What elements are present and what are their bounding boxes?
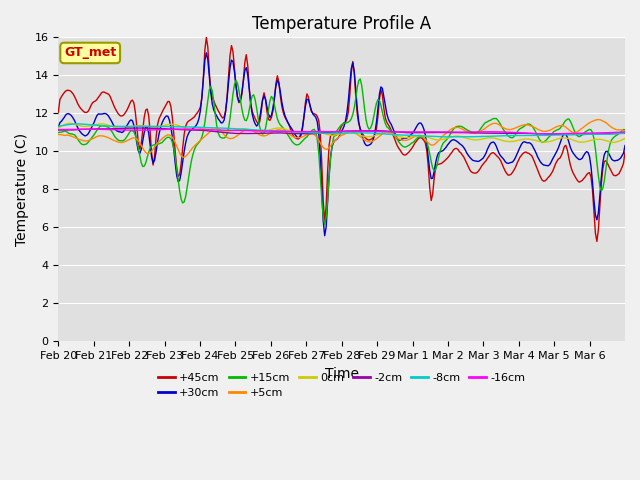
+45cm: [54, 109, 62, 115]
+15cm: [356, 76, 364, 82]
-8cm: [72, 121, 80, 127]
-16cm: [546, 131, 554, 137]
+30cm: [202, 50, 210, 56]
-2cm: [348, 128, 355, 134]
+30cm: [54, 124, 62, 130]
+15cm: [54, 130, 62, 135]
-8cm: [76, 121, 83, 127]
-2cm: [571, 132, 579, 137]
Line: 0cm: 0cm: [58, 123, 625, 143]
+45cm: [593, 239, 601, 244]
+5cm: [595, 117, 602, 122]
-8cm: [54, 123, 62, 129]
+15cm: [621, 127, 629, 133]
+45cm: [620, 160, 627, 166]
+45cm: [92, 98, 99, 104]
-8cm: [461, 134, 469, 140]
Y-axis label: Temperature (C): Temperature (C): [15, 133, 29, 246]
+15cm: [74, 136, 81, 142]
-16cm: [460, 129, 468, 135]
+45cm: [544, 175, 552, 180]
+15cm: [92, 130, 99, 135]
-2cm: [138, 125, 145, 131]
-2cm: [460, 130, 468, 135]
+15cm: [461, 126, 469, 132]
+45cm: [460, 154, 468, 160]
-8cm: [620, 131, 627, 136]
0cm: [65, 120, 72, 126]
+5cm: [180, 155, 188, 160]
+5cm: [460, 127, 468, 133]
-16cm: [182, 126, 189, 132]
0cm: [611, 140, 618, 145]
-16cm: [620, 129, 627, 135]
-16cm: [54, 127, 62, 132]
-2cm: [74, 127, 81, 132]
+30cm: [321, 233, 328, 239]
0cm: [54, 125, 62, 131]
+15cm: [620, 127, 627, 132]
-2cm: [544, 131, 552, 137]
+15cm: [321, 222, 328, 228]
Line: +45cm: +45cm: [58, 37, 625, 241]
+30cm: [74, 125, 81, 131]
Line: +5cm: +5cm: [58, 120, 625, 157]
Line: -16cm: -16cm: [58, 129, 625, 134]
-2cm: [92, 126, 99, 132]
0cm: [460, 134, 468, 140]
-16cm: [74, 126, 81, 132]
+45cm: [621, 149, 629, 155]
+15cm: [348, 116, 355, 121]
-2cm: [621, 131, 629, 136]
Legend: +45cm, +30cm, +15cm, +5cm, 0cm, -2cm, -8cm, -16cm: +45cm, +30cm, +15cm, +5cm, 0cm, -2cm, -8…: [154, 368, 530, 403]
+5cm: [54, 132, 62, 137]
0cm: [76, 123, 83, 129]
-16cm: [348, 129, 355, 134]
X-axis label: Time: Time: [324, 367, 358, 381]
-2cm: [620, 131, 627, 136]
0cm: [621, 135, 629, 141]
-8cm: [348, 130, 355, 136]
+15cm: [546, 133, 554, 139]
+45cm: [348, 70, 355, 75]
+30cm: [349, 60, 356, 66]
+30cm: [546, 162, 554, 168]
+30cm: [621, 143, 629, 148]
Line: +30cm: +30cm: [58, 53, 625, 236]
-16cm: [92, 126, 99, 132]
+5cm: [620, 128, 627, 134]
+45cm: [202, 35, 210, 40]
0cm: [348, 130, 355, 135]
+30cm: [92, 116, 99, 122]
+5cm: [544, 128, 552, 134]
+30cm: [461, 147, 469, 153]
Text: GT_met: GT_met: [64, 47, 116, 60]
0cm: [93, 121, 100, 127]
+45cm: [74, 101, 81, 107]
+30cm: [620, 150, 627, 156]
0cm: [544, 139, 552, 145]
-8cm: [621, 130, 629, 136]
Line: +15cm: +15cm: [58, 79, 625, 225]
-8cm: [93, 122, 100, 128]
-8cm: [442, 134, 450, 140]
-16cm: [544, 131, 552, 137]
+5cm: [621, 128, 629, 134]
+5cm: [74, 136, 81, 142]
Line: -2cm: -2cm: [58, 128, 625, 134]
-8cm: [546, 132, 554, 138]
Line: -8cm: -8cm: [58, 124, 625, 137]
0cm: [620, 136, 627, 142]
-2cm: [54, 127, 62, 133]
+5cm: [348, 130, 355, 135]
Title: Temperature Profile A: Temperature Profile A: [252, 15, 431, 33]
-16cm: [621, 129, 629, 135]
+5cm: [92, 134, 99, 140]
